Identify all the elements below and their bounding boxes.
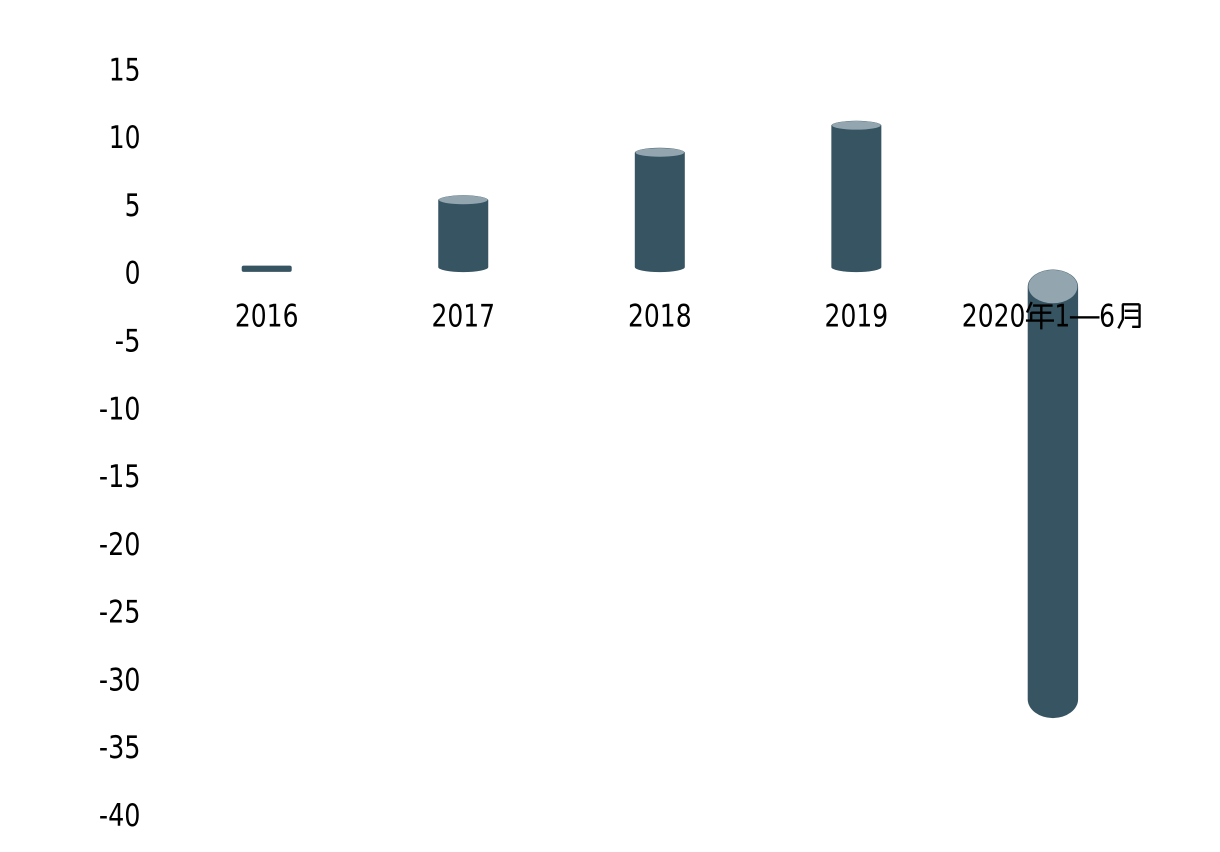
y-tick-label: 10 <box>109 120 141 156</box>
x-category-label-text: 6 <box>1099 298 1115 334</box>
y-tick-label: -30 <box>99 662 141 698</box>
x-category-label-text: 2019 <box>825 298 889 334</box>
bar-body <box>831 120 882 273</box>
x-category-label: 2019 <box>825 298 889 334</box>
x-category-label: 2020 1 6 <box>962 298 1141 334</box>
cjk-glyph-yue <box>1117 303 1141 329</box>
bar-body <box>438 195 489 273</box>
cjk-glyph-nian <box>1025 301 1054 330</box>
x-category-label-text: 2020 <box>962 298 1026 334</box>
x-category-label: 2018 <box>628 298 692 334</box>
bar-2019 <box>831 120 882 273</box>
bar-top-cap <box>438 195 488 205</box>
bar-2018 <box>634 147 685 273</box>
x-category-label-text: 2016 <box>235 298 299 334</box>
y-tick-label: 15 <box>109 52 141 88</box>
bar-top-cap <box>832 121 881 130</box>
x-category-label-text: 2018 <box>628 298 692 334</box>
x-axis: 2016 2017 2018 2019 2020 1 6 <box>235 298 1141 334</box>
bars <box>241 120 1079 719</box>
y-tick-label: -5 <box>115 324 141 360</box>
x-category-label: 2017 <box>431 298 495 334</box>
bar-202016 <box>1027 269 1079 719</box>
x-category-label-text: 2017 <box>431 298 495 334</box>
y-tick-label: -10 <box>99 391 141 427</box>
y-tick-label: 0 <box>125 256 141 292</box>
y-tick-label: 5 <box>125 188 141 224</box>
y-axis: 15 10 5 0 -5 -10 -15 -20 -25 -30 -35 -40 <box>99 52 141 834</box>
y-tick-label: -40 <box>99 798 141 834</box>
bar-top-cap <box>635 148 685 157</box>
bar-2017 <box>438 195 489 273</box>
y-tick-label: -35 <box>99 730 141 766</box>
bar-top-cap <box>1028 269 1078 304</box>
y-tick-label: -15 <box>99 459 141 495</box>
bar-body <box>1027 269 1079 719</box>
bar-body <box>241 265 292 272</box>
bar-2016 <box>241 265 292 272</box>
x-category-label: 2016 <box>235 298 299 334</box>
em-dash-glyph <box>1069 316 1100 319</box>
y-tick-label: -20 <box>99 527 141 563</box>
x-category-label-text: 1 <box>1054 298 1070 334</box>
bar-body <box>634 147 685 273</box>
y-tick-label: -25 <box>99 595 141 631</box>
